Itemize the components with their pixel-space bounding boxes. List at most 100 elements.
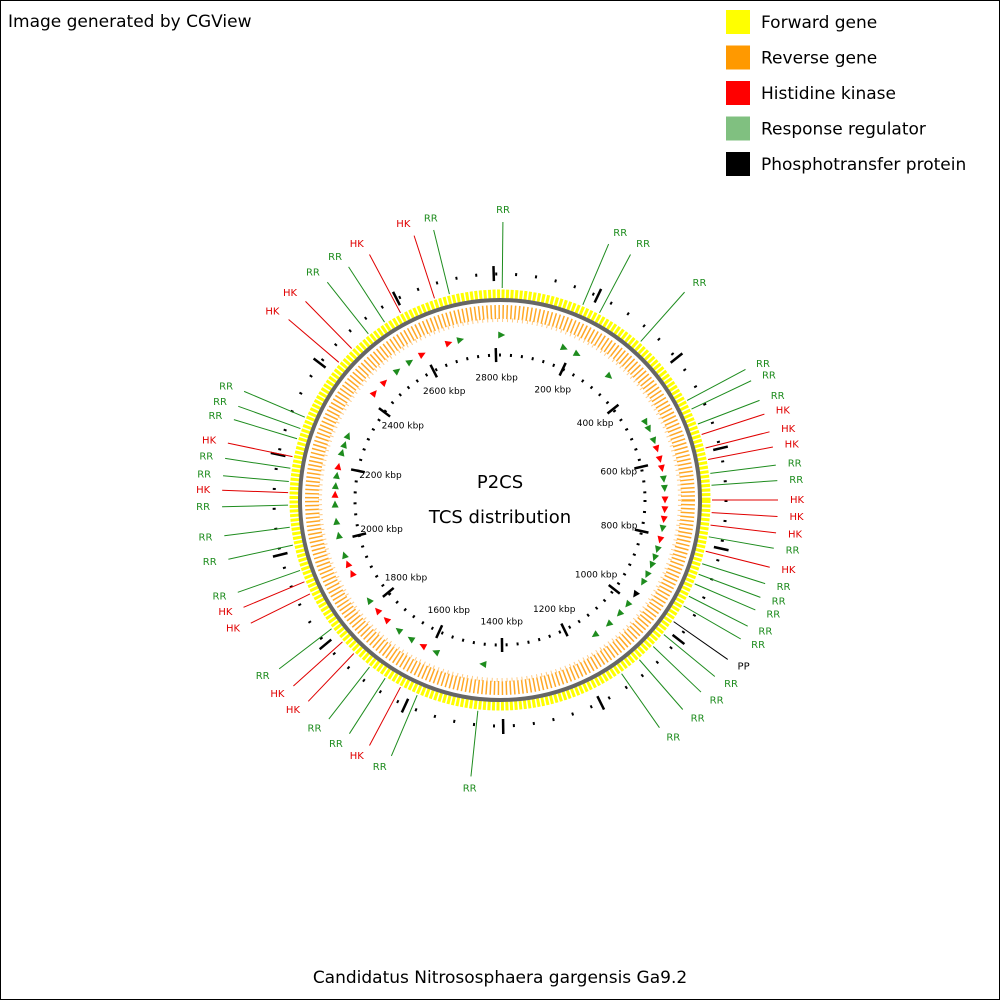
feature-leader	[238, 405, 301, 430]
feature-leader	[705, 431, 770, 449]
feature-leader	[225, 457, 291, 469]
feature-leader	[233, 419, 298, 440]
feature-leader	[278, 628, 332, 670]
feature-label: HK	[218, 607, 233, 618]
outer-major-tick	[596, 695, 606, 711]
feature-leader	[369, 254, 401, 314]
feature-label: RR	[666, 733, 680, 744]
tick-label: 2600 kbp	[423, 387, 466, 397]
feature-leader	[705, 550, 770, 568]
feature-leader	[222, 489, 289, 494]
feature-marker	[333, 517, 341, 526]
feature-leader	[582, 243, 610, 306]
feature-leader	[222, 504, 289, 508]
feature-leader	[702, 563, 766, 585]
feature-leader	[227, 442, 293, 458]
feature-label: RR	[758, 627, 772, 638]
feature-leader	[237, 569, 301, 593]
feature-marker	[661, 506, 669, 514]
feature-leader	[711, 480, 778, 486]
feature-marker	[342, 551, 349, 560]
inner-tick-ring	[353, 353, 647, 647]
major-tick	[606, 403, 620, 415]
feature-label: HK	[788, 529, 803, 540]
feature-leader	[683, 605, 742, 640]
feature-label: RR	[424, 213, 438, 224]
feature-marker	[432, 650, 441, 657]
feature-leader	[698, 573, 761, 598]
feature-label: RR	[197, 470, 211, 481]
feature-marker	[659, 524, 667, 533]
feature-label: RR	[496, 205, 510, 216]
reverse-ring-inner	[318, 318, 682, 682]
feature-marker	[652, 444, 660, 453]
feature-label: RR	[373, 762, 387, 773]
feature-leader	[433, 229, 450, 295]
major-tick	[352, 532, 367, 538]
feature-label: HK	[286, 705, 301, 716]
feature-leader	[307, 653, 355, 702]
feature-label: HK	[202, 436, 217, 447]
major-tick	[607, 583, 621, 595]
legend-swatch	[726, 116, 750, 141]
feature-marker	[649, 560, 657, 569]
feature-label: RR	[196, 502, 210, 513]
feature-label: HK	[776, 405, 791, 416]
legend-swatch	[726, 81, 750, 105]
outer-major-tick	[713, 545, 729, 552]
feature-marker	[645, 570, 652, 579]
feature-marker	[383, 617, 392, 625]
tick-label: 800 kbp	[601, 522, 638, 532]
feature-leader	[708, 536, 774, 549]
outer-major-tick	[712, 445, 729, 452]
feature-marker	[343, 432, 350, 441]
outer-major-tick	[272, 551, 288, 558]
feature-leader	[686, 369, 746, 401]
feature-leader	[638, 659, 684, 710]
feature-leader	[250, 593, 311, 624]
feature-leader	[697, 399, 760, 425]
tick-label: 1600 kbp	[428, 606, 471, 616]
feature-marker	[407, 636, 416, 644]
tick-label: 2200 kbp	[359, 471, 402, 481]
major-tick	[435, 624, 444, 639]
feature-marker	[591, 630, 600, 638]
feature-marker	[660, 484, 668, 492]
feature-label: RR	[213, 397, 227, 408]
tick-label: 2400 kbp	[382, 422, 425, 432]
feature-leader	[710, 464, 776, 474]
center-subtitle: TCS distribution	[428, 507, 571, 528]
feature-label: RR	[777, 582, 791, 593]
feature-marker	[375, 607, 383, 616]
feature-label: HK	[350, 239, 365, 250]
outer-major-tick	[270, 451, 286, 458]
major-tick	[634, 464, 649, 470]
feature-leader	[243, 390, 306, 418]
feature-label: RR	[756, 359, 770, 370]
feature-label: RR	[636, 239, 650, 250]
outer-major-tick	[318, 638, 333, 651]
feature-label: RR	[213, 591, 227, 602]
feature-label: RR	[788, 459, 802, 470]
feature-marker	[331, 482, 339, 490]
forward-ring	[289, 289, 711, 711]
feature-marker	[605, 619, 614, 627]
feature-marker	[350, 569, 357, 578]
feature-marker	[405, 359, 414, 367]
feature-label: HK	[781, 424, 796, 435]
feature-label: PP	[738, 661, 750, 672]
feature-leader	[652, 646, 702, 693]
feature-marker	[340, 441, 347, 449]
legend-label: Response regulator	[761, 120, 926, 140]
feature-label: HK	[350, 751, 365, 762]
feature-marker	[345, 560, 353, 569]
feature-leader	[326, 281, 369, 335]
feature-marker	[336, 531, 343, 540]
outer-major-tick	[391, 291, 402, 306]
feature-label: RR	[751, 640, 765, 651]
feature-marker	[331, 500, 339, 508]
feature-label: HK	[226, 623, 241, 634]
backbone	[298, 298, 702, 702]
feature-marker	[331, 490, 339, 498]
